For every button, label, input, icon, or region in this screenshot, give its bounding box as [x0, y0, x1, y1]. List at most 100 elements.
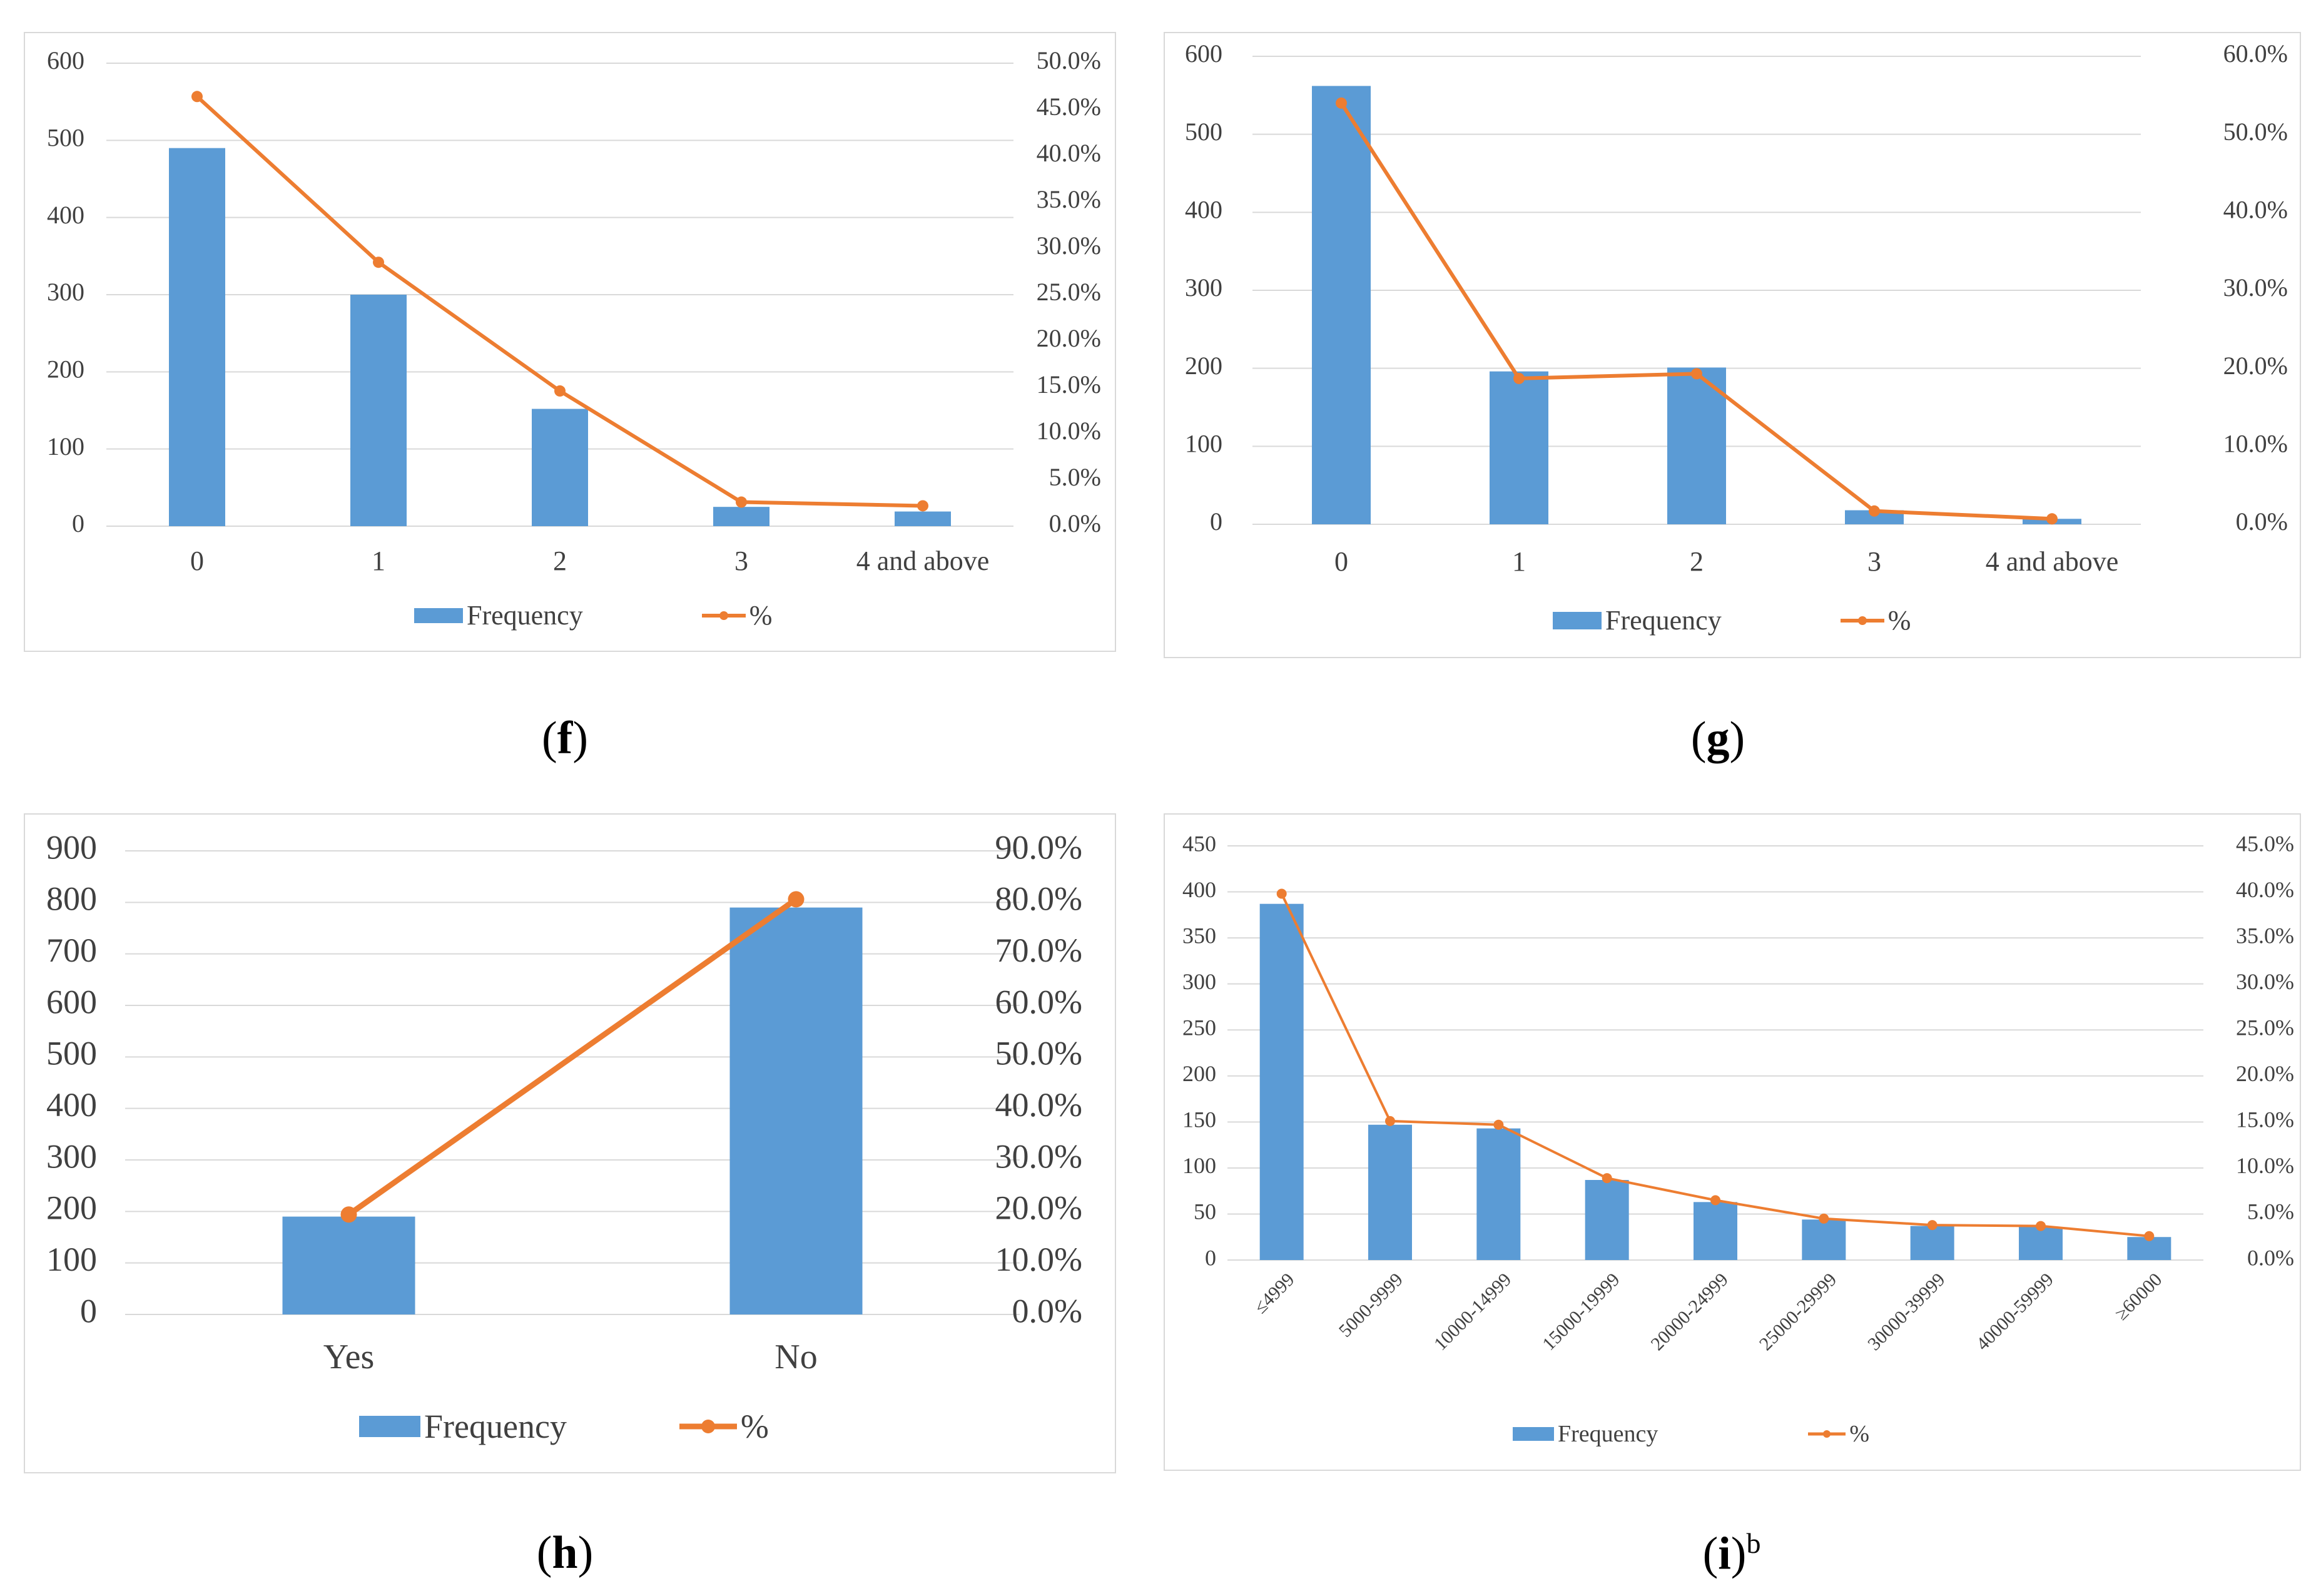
legend-frequency: Frequency — [359, 1407, 567, 1446]
percent-point — [340, 1206, 357, 1223]
percent-point — [1602, 1173, 1612, 1184]
chart-f-legend: Frequency % — [414, 599, 772, 631]
left-axis-tick-label: 0 — [80, 1292, 97, 1329]
caption-g: (g) — [1690, 713, 1745, 764]
right-axis-tick-label: 0.0% — [1012, 1292, 1082, 1329]
frequency-bar — [1667, 367, 1726, 524]
legend-frequency-label: Frequency — [424, 1408, 567, 1445]
right-axis-tick-label: 45.0% — [1037, 93, 1101, 121]
category-tick-label: 2 — [1690, 546, 1704, 577]
chart-panel-f: 0 100 200 300 400 500 600 0.0% 5.0% 10.0% 15.0% 20.… — [24, 32, 1116, 652]
legend-bar-swatch — [414, 607, 463, 623]
chart-panel-g: 0 100 200 300 400 500 600 0.0% 10.0% 20.0% 30.0% 40… — [1164, 32, 2301, 658]
chart-h-legend: Frequency % — [359, 1407, 769, 1446]
right-axis-tick-label: 5.0% — [1049, 463, 1101, 491]
frequency-bar — [1259, 903, 1304, 1260]
left-axis-tick-label: 0 — [1210, 507, 1222, 536]
left-axis-tick-label: 300 — [1185, 273, 1222, 302]
percent-point — [2144, 1231, 2155, 1241]
right-axis-tick-label: 30.0% — [995, 1137, 1082, 1175]
left-axis-tick-label: 200 — [1185, 352, 1222, 380]
left-axis-tick-label: 400 — [47, 201, 84, 229]
legend-line-marker — [701, 609, 746, 622]
chart-panel-h: 0 100 200 300 400 500 600 700 800 900 0.0% 10.0% 20.… — [24, 813, 1116, 1473]
right-axis-tick-label: 5.0% — [2247, 1199, 2294, 1224]
legend-percent: % — [1808, 1420, 1869, 1448]
category-tick-label: 10000-14999 — [1430, 1269, 1515, 1355]
category-tick-label: 4 and above — [856, 546, 990, 576]
right-axis-tick-label: 80.0% — [995, 880, 1082, 918]
right-axis-tick-label: 10.0% — [2223, 430, 2288, 458]
legend-frequency-label: Frequency — [1605, 605, 1722, 636]
legend-percent-label: % — [1849, 1421, 1870, 1447]
right-axis-tick-label: 10.0% — [2236, 1153, 2294, 1178]
frequency-bar — [1312, 86, 1371, 524]
chart-g-legend: Frequency % — [1553, 604, 1911, 636]
chart-h-svg: 0 100 200 300 400 500 600 700 800 900 0.0% 10.0% 20.… — [46, 828, 1082, 1376]
percent-point — [1710, 1195, 1720, 1206]
right-axis-tick-label: 30.0% — [2236, 969, 2294, 994]
chart-panel-i: 0 50 100 150 200 250 300 350 400 450 0.0% 5.0% 10.0%… — [1164, 813, 2301, 1471]
percent-point — [2046, 513, 2058, 525]
frequency-bar — [169, 148, 225, 526]
right-axis-tick-label: 0.0% — [1049, 509, 1101, 537]
legend-frequency: Frequency — [1513, 1420, 1658, 1448]
legend-line-marker — [679, 1418, 737, 1435]
right-axis-tick-label: 20.0% — [2223, 352, 2288, 380]
category-tick-label: No — [775, 1338, 817, 1376]
percent-point — [1927, 1220, 1938, 1231]
left-axis-tick-label: 200 — [1182, 1061, 1216, 1086]
left-axis-tick-label: 600 — [46, 983, 97, 1020]
category-tick-label: 3 — [734, 546, 748, 576]
percent-series-line — [347, 897, 798, 1217]
category-tick-label: 25000-29999 — [1755, 1269, 1841, 1355]
right-axis-tick-label: 70.0% — [995, 932, 1082, 969]
frequency-bar — [532, 409, 588, 526]
frequency-bar — [350, 295, 407, 526]
percent-point — [1869, 505, 1880, 517]
left-axis-tick-label: 450 — [1182, 831, 1216, 856]
category-tick-label: 1 — [1512, 546, 1526, 577]
percent-point — [788, 891, 805, 908]
right-axis-tick-label: 60.0% — [2223, 39, 2288, 68]
percent-point — [554, 385, 566, 397]
right-axis-tick-label: 50.0% — [1037, 46, 1101, 74]
frequency-bar — [1368, 1124, 1412, 1260]
left-axis-tick-label: 600 — [47, 46, 84, 74]
percent-point — [1513, 372, 1525, 384]
right-axis-tick-label: 60.0% — [995, 983, 1082, 1020]
frequency-bar — [1694, 1202, 1737, 1260]
right-axis-tick-label: 50.0% — [995, 1035, 1082, 1072]
category-tick-label: 3 — [1867, 546, 1881, 577]
chart-i-legend: Frequency % — [1513, 1420, 1869, 1448]
percent-point — [1385, 1116, 1395, 1126]
category-tick-label: 0 — [190, 546, 204, 576]
chart-f-svg: 0 100 200 300 400 500 600 0.0% 5.0% 10.0% 15.0% 20.… — [47, 46, 1101, 576]
right-axis-tick-label: 15.0% — [2236, 1107, 2294, 1132]
legend-frequency: Frequency — [1553, 604, 1722, 636]
left-axis-tick-label: 500 — [1185, 118, 1222, 146]
right-axis-tick-label: 40.0% — [1037, 139, 1101, 167]
category-tick-label: 4 and above — [1986, 546, 2119, 577]
frequency-bar — [1476, 1128, 1521, 1260]
left-axis-tick-label: 0 — [72, 509, 84, 537]
right-axis-tick-label: 45.0% — [2236, 831, 2294, 856]
right-axis-tick-label: 30.0% — [2223, 273, 2288, 302]
right-axis-tick-label: 35.0% — [1037, 185, 1101, 213]
frequency-bar — [1845, 510, 1904, 524]
legend-percent-label: % — [1887, 605, 1911, 636]
right-axis-tick-label: 25.0% — [2236, 1015, 2294, 1040]
percent-point — [736, 496, 747, 508]
category-tick-label: ≥60000 — [2111, 1269, 2166, 1324]
left-axis-tick-label: 400 — [1185, 196, 1222, 224]
category-tick-label: 15000-19999 — [1538, 1269, 1623, 1355]
left-axis-tick-label: 200 — [46, 1189, 97, 1227]
right-axis-tick-label: 35.0% — [2236, 923, 2294, 948]
frequency-bar — [1490, 371, 1548, 524]
left-axis-tick-label: 100 — [47, 432, 84, 460]
chart-i-svg: 0 50 100 150 200 250 300 350 400 450 0.0% 5.0% 10.0%… — [1182, 831, 2294, 1355]
legend-percent: % — [1840, 604, 1911, 636]
category-tick-label: ≤4999 — [1250, 1269, 1298, 1318]
chart-g-svg: 0 100 200 300 400 500 600 0.0% 10.0% 20.0% 30.0% 40… — [1185, 39, 2288, 577]
category-tick-label: 20000-24999 — [1647, 1269, 1732, 1355]
